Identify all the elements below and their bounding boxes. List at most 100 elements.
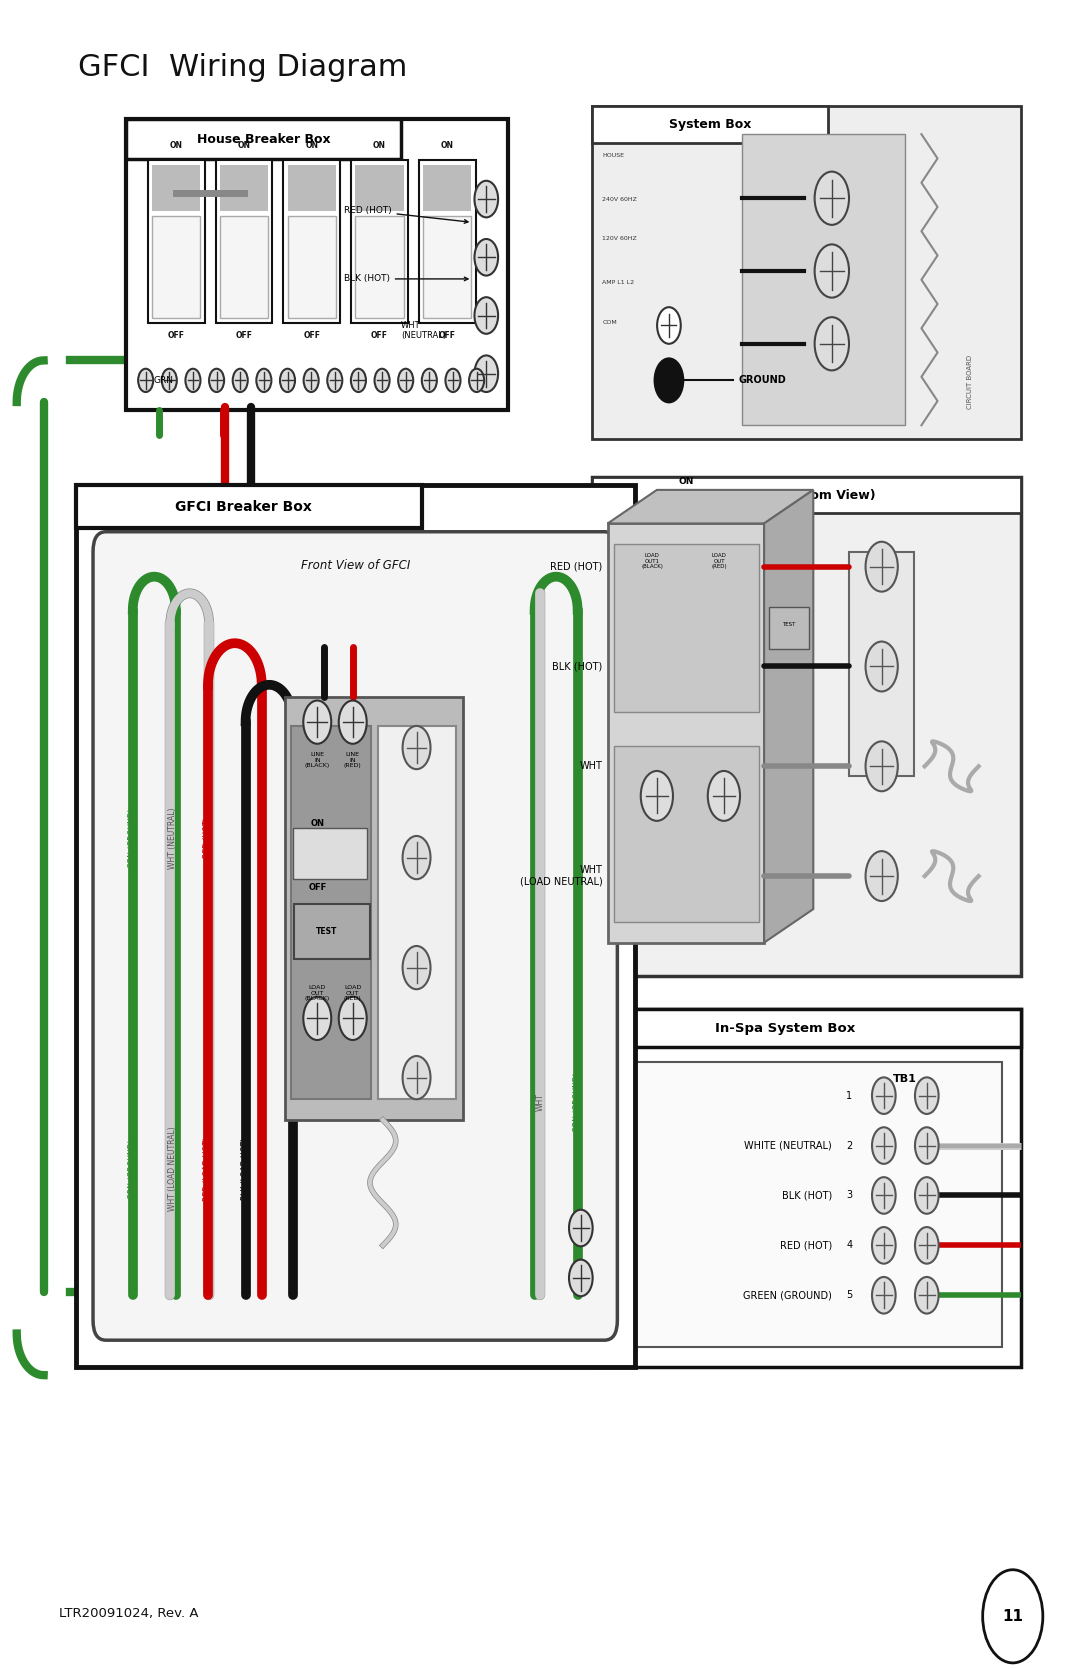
Text: ON: ON <box>678 477 693 486</box>
Bar <box>355 165 404 210</box>
Text: RED (HOT): RED (HOT) <box>550 562 603 572</box>
Text: TEST: TEST <box>782 621 795 626</box>
Circle shape <box>915 1227 939 1263</box>
Bar <box>351 160 408 324</box>
Circle shape <box>872 1127 895 1163</box>
Circle shape <box>915 1127 939 1163</box>
Text: LTR20091024, Rev. A: LTR20091024, Rev. A <box>58 1607 198 1619</box>
Text: 120V 60HZ: 120V 60HZ <box>603 237 637 242</box>
Bar <box>592 1010 1022 1367</box>
Text: CIRCUIT BOARD: CIRCUIT BOARD <box>967 354 973 409</box>
Bar <box>592 105 828 142</box>
Bar <box>423 165 471 210</box>
Circle shape <box>814 244 849 297</box>
Circle shape <box>865 741 897 791</box>
Polygon shape <box>765 491 813 943</box>
Circle shape <box>707 771 740 821</box>
Bar <box>294 905 370 960</box>
Text: GREEN (GROUND): GREEN (GROUND) <box>743 1290 833 1300</box>
Polygon shape <box>608 491 813 524</box>
Circle shape <box>915 1177 939 1213</box>
Text: RED (HOT): RED (HOT) <box>780 1240 833 1250</box>
Bar <box>152 165 201 210</box>
Text: RED (HOT): RED (HOT) <box>203 818 213 858</box>
Circle shape <box>303 996 332 1040</box>
Text: OFF: OFF <box>167 332 185 340</box>
Bar <box>285 696 462 1120</box>
Text: 3: 3 <box>847 1190 852 1200</box>
Bar <box>615 746 759 921</box>
Bar <box>126 118 401 159</box>
Text: TB1: TB1 <box>893 1075 917 1085</box>
Text: AMP L1 L2: AMP L1 L2 <box>603 280 634 285</box>
Circle shape <box>339 996 367 1040</box>
Text: GFCI (Bottom View): GFCI (Bottom View) <box>738 489 875 502</box>
Circle shape <box>569 1210 593 1247</box>
Circle shape <box>303 369 319 392</box>
Text: 11: 11 <box>1002 1609 1023 1624</box>
Text: ON: ON <box>170 140 183 150</box>
Text: ON: ON <box>238 140 251 150</box>
Text: ON: ON <box>306 140 319 150</box>
Bar <box>592 105 1022 439</box>
Circle shape <box>654 359 683 402</box>
Bar <box>769 608 809 649</box>
Circle shape <box>375 369 390 392</box>
Text: GRN (GROUND): GRN (GROUND) <box>129 808 137 868</box>
Text: LOAD
OUT
(BLACK): LOAD OUT (BLACK) <box>305 985 329 1001</box>
Text: HOUSE: HOUSE <box>603 154 624 159</box>
Text: RED (HOT): RED (HOT) <box>343 207 468 224</box>
Circle shape <box>569 1260 593 1297</box>
Bar <box>76 486 422 529</box>
Circle shape <box>814 172 849 225</box>
Text: House Breaker Box: House Breaker Box <box>197 132 330 145</box>
Circle shape <box>399 369 414 392</box>
Circle shape <box>422 369 436 392</box>
Circle shape <box>327 369 342 392</box>
Text: RED (LOAD HOT): RED (LOAD HOT) <box>203 1137 213 1200</box>
Circle shape <box>469 369 484 392</box>
Circle shape <box>474 239 498 275</box>
Circle shape <box>403 726 431 769</box>
Bar <box>611 1063 1002 1347</box>
Circle shape <box>280 369 295 392</box>
Text: ON: ON <box>441 140 454 150</box>
Text: WHT
(LOAD NEUTRAL): WHT (LOAD NEUTRAL) <box>519 865 603 886</box>
Text: LOAD
OUT1
(BLACK): LOAD OUT1 (BLACK) <box>642 552 663 569</box>
Circle shape <box>474 297 498 334</box>
Bar <box>615 544 759 713</box>
Circle shape <box>339 701 367 744</box>
Text: WHITE (NEUTRAL): WHITE (NEUTRAL) <box>744 1140 833 1150</box>
Circle shape <box>403 1056 431 1100</box>
Bar <box>419 160 475 324</box>
Bar <box>293 828 367 880</box>
Circle shape <box>983 1571 1043 1662</box>
Text: OFF: OFF <box>370 332 388 340</box>
Text: LOAD
OUT
(RED): LOAD OUT (RED) <box>712 552 727 569</box>
Text: GRN (GROUND): GRN (GROUND) <box>129 1138 137 1198</box>
Text: WHT
(NEUTRAL): WHT (NEUTRAL) <box>401 320 446 340</box>
Text: COM: COM <box>603 320 617 325</box>
Bar <box>287 215 336 319</box>
Circle shape <box>162 369 177 392</box>
FancyBboxPatch shape <box>93 532 618 1340</box>
Bar <box>287 165 336 210</box>
Text: OFF: OFF <box>438 332 456 340</box>
Text: BLK (HOT): BLK (HOT) <box>343 274 468 284</box>
Text: ON: ON <box>373 140 386 150</box>
Text: 1: 1 <box>847 1090 852 1100</box>
Circle shape <box>403 946 431 990</box>
Text: In-Spa System Box: In-Spa System Box <box>715 1021 855 1035</box>
Circle shape <box>814 317 849 371</box>
Text: ON: ON <box>310 819 324 828</box>
Circle shape <box>210 369 225 392</box>
Bar <box>126 118 508 411</box>
Bar <box>216 160 272 324</box>
Bar <box>220 165 268 210</box>
Bar <box>291 726 370 1098</box>
Circle shape <box>474 180 498 217</box>
Circle shape <box>186 369 201 392</box>
Text: BLK (HOT): BLK (HOT) <box>782 1190 833 1200</box>
Circle shape <box>865 641 897 691</box>
Text: GRN (GROUND): GRN (GROUND) <box>573 1073 582 1132</box>
